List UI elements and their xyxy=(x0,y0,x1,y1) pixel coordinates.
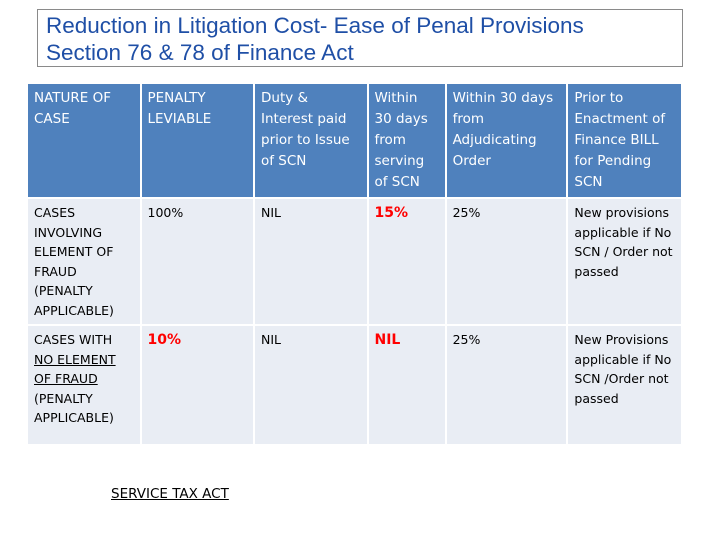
title-line-1: Reduction in Litigation Cost- Ease of Pe… xyxy=(46,13,584,38)
cell-nature: CASES INVOLVING ELEMENT OF FRAUD (PENALT… xyxy=(28,199,140,324)
cell-duty-interest: NIL xyxy=(255,326,367,444)
table-row: CASES INVOLVING ELEMENT OF FRAUD (PENALT… xyxy=(28,199,681,324)
header-prior-enactment: Prior to Enactment of Finance BILL for P… xyxy=(568,84,681,197)
cell-within-30-scn: NIL xyxy=(368,326,445,444)
header-within-30-scn: Within 30 days from serving of SCN xyxy=(368,84,445,197)
penalty-table: NATURE OF CASE PENALTY LEVIABLE Duty & I… xyxy=(26,82,683,446)
highlight-value: NIL xyxy=(374,332,401,348)
table-header-row: NATURE OF CASE PENALTY LEVIABLE Duty & I… xyxy=(28,84,681,197)
highlight-value: 15% xyxy=(374,205,409,221)
cell-within-30-scn: 15% xyxy=(368,199,445,324)
cell-penalty: 10% xyxy=(141,326,253,444)
cell-duty-interest: NIL xyxy=(255,199,367,324)
table-row: CASES WITH NO ELEMENT OF FRAUD (PENALTY … xyxy=(28,326,681,444)
header-within-30-order: Within 30 days from Adjudicating Order xyxy=(446,84,567,197)
slide-title: Reduction in Litigation Cost- Ease of Pe… xyxy=(37,9,683,67)
title-line-2: Section 76 & 78 of Finance Act xyxy=(46,40,354,65)
header-nature-of-case: NATURE OF CASE xyxy=(28,84,140,197)
cell-within-30-order: 25% xyxy=(446,326,567,444)
nature-suffix: (PENALTY APPLICABLE) xyxy=(34,390,114,426)
cell-prior-enactment: New provisions applicable if No SCN / Or… xyxy=(568,199,681,324)
header-penalty-leviable: PENALTY LEVIABLE xyxy=(141,84,253,197)
nature-underlined: NO ELEMENT OF FRAUD xyxy=(34,351,116,387)
cell-nature: CASES WITH NO ELEMENT OF FRAUD (PENALTY … xyxy=(28,326,140,444)
cell-within-30-order: 25% xyxy=(446,199,567,324)
nature-prefix: CASES WITH xyxy=(34,332,113,347)
highlight-value: 10% xyxy=(147,332,182,348)
header-duty-interest: Duty & Interest paid prior to Issue of S… xyxy=(255,84,367,197)
cell-penalty: 100% xyxy=(141,199,253,324)
cell-prior-enactment: New Provisions applicable if No SCN /Ord… xyxy=(568,326,681,444)
footer-label: SERVICE TAX ACT xyxy=(111,486,229,502)
